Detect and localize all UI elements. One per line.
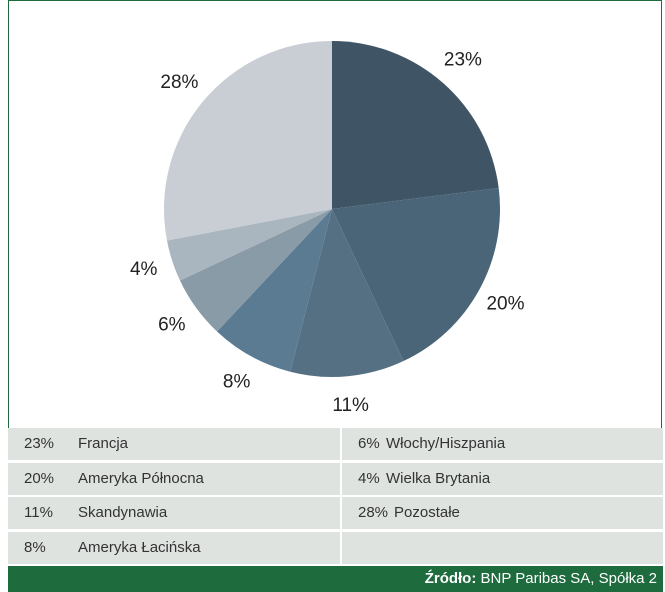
legend-label: Ameryka Łacińska <box>78 538 201 556</box>
legend-value: 4% <box>358 469 380 487</box>
data-label: 28% <box>160 72 198 93</box>
source-bar: Źródło: BNP Paribas SA, Spółka 2 <box>8 566 663 592</box>
legend-label: Francja <box>78 435 129 452</box>
legend-value: 11% <box>24 504 53 521</box>
data-label: 23% <box>444 49 482 70</box>
legend-cell: 11% Skandynawia <box>8 497 340 529</box>
pie-slice <box>166 209 332 281</box>
pie-slice <box>332 187 500 362</box>
data-label: 20% <box>486 293 524 314</box>
legend-cell: 4% Wielka Brytania <box>342 462 663 495</box>
source-label: Źródło: <box>424 570 477 587</box>
legend-value: 28% <box>358 504 389 521</box>
source: BNP Paribas SA, Spółka 2 <box>480 570 657 587</box>
data-label: 11% <box>332 395 369 416</box>
legend-value: 20% <box>24 469 55 487</box>
legend-cell: 28% Pozostałe <box>342 497 663 529</box>
pie-slice <box>216 209 332 372</box>
legend-label: Ameryka Północna <box>78 469 204 487</box>
legend-cell: 23% Francja <box>8 428 340 460</box>
legend-value: 6% <box>358 435 380 452</box>
legend-cell: 6% Włochy/Hiszpania <box>342 428 663 460</box>
legend-cell <box>342 531 663 564</box>
data-label: 6% <box>158 314 186 335</box>
pie-slice <box>332 41 499 209</box>
legend-value: 23% <box>24 435 55 452</box>
chart-frame <box>8 0 662 428</box>
data-label: 8% <box>223 372 251 393</box>
legend-label: Włochy/Hiszpania <box>386 435 506 452</box>
legend-label: Pozostałe <box>394 504 460 521</box>
legend-label: Skandynawia <box>78 504 168 521</box>
pie-slice <box>164 41 332 241</box>
data-label: 4% <box>130 259 158 280</box>
legend-value: 8% <box>24 538 46 556</box>
legend-label: Wielka Brytania <box>386 469 491 487</box>
legend-cell: 20% Ameryka Północna <box>8 462 340 495</box>
legend-table: 23% Francja 20% Ameryka Północna 11% Skandyna… <box>8 428 663 566</box>
pie-slice <box>179 209 332 332</box>
pie-slice <box>290 209 404 377</box>
legend-cell: 8% Ameryka Łacińska <box>8 531 340 564</box>
chart: 23% 20% 11% 8% 6% 4% 28% <box>130 41 525 416</box>
